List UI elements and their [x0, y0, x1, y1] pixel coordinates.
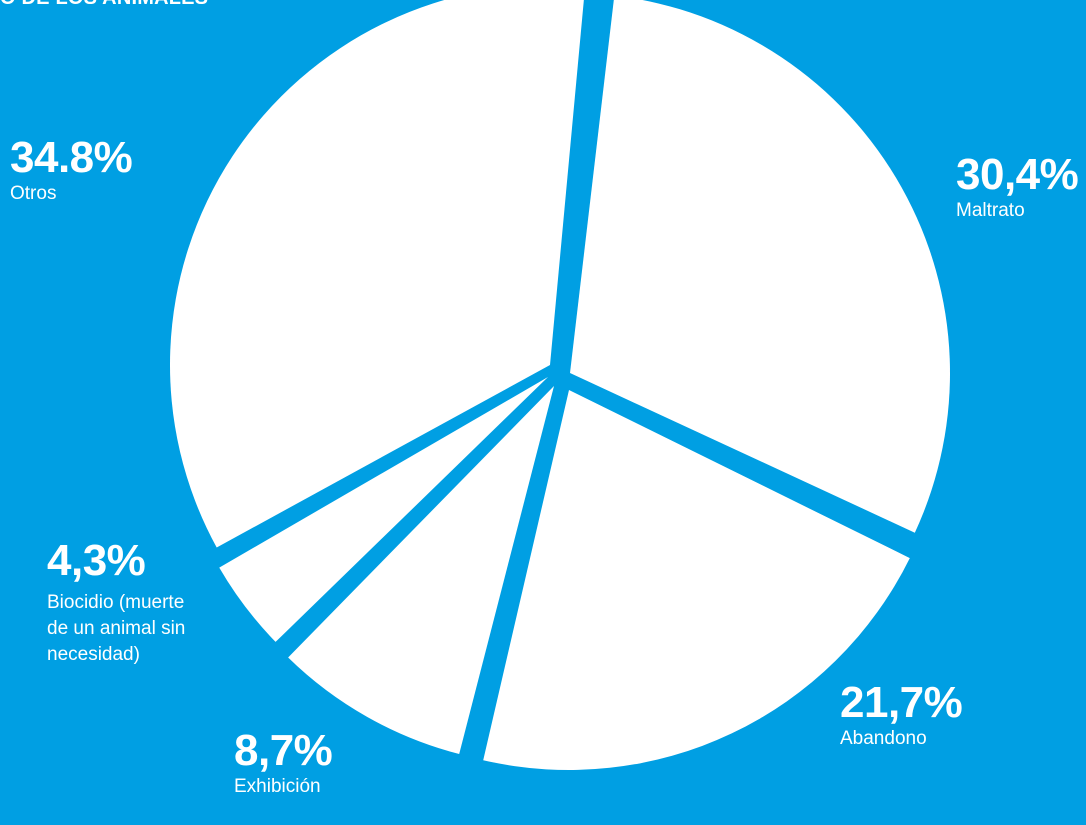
pie-slice-biocidio [219, 377, 548, 642]
pie-slice-abandono [483, 390, 910, 771]
slice-label-maltrato: 30,4% Maltrato [956, 150, 1079, 224]
pie-slice-maltrato [570, 0, 950, 533]
pie-slice-otros [170, 0, 584, 548]
slice-name-exhibicion: Exhibición [234, 776, 321, 797]
slice-value-otros: 34.8% [10, 133, 133, 182]
slice-label-abandono: 21,7% Abandono [840, 678, 963, 752]
slice-label-otros: 34.8% Otros [10, 133, 133, 207]
slice-name-maltrato: Maltrato [956, 200, 1025, 221]
slice-label-exhibicion: 8,7% Exhibición [234, 726, 333, 800]
slice-name-abandono: Abandono [840, 728, 927, 749]
chart-title: O DE LOS ANIMALES [0, 0, 208, 10]
slice-value-exhibicion: 8,7% [234, 726, 333, 775]
pie-slice-exhibicion [288, 386, 554, 754]
slice-name-otros: Otros [10, 183, 57, 204]
slice-label-biocidio: 4,3% Biocidio (muerte de un animal sin n… [47, 538, 185, 668]
slice-name-biocidio: Biocidio (muerte de un animal sin necesi… [47, 592, 186, 665]
slice-value-biocidio: 4,3% [47, 536, 146, 585]
slice-value-abandono: 21,7% [840, 678, 963, 727]
slice-value-maltrato: 30,4% [956, 150, 1079, 199]
